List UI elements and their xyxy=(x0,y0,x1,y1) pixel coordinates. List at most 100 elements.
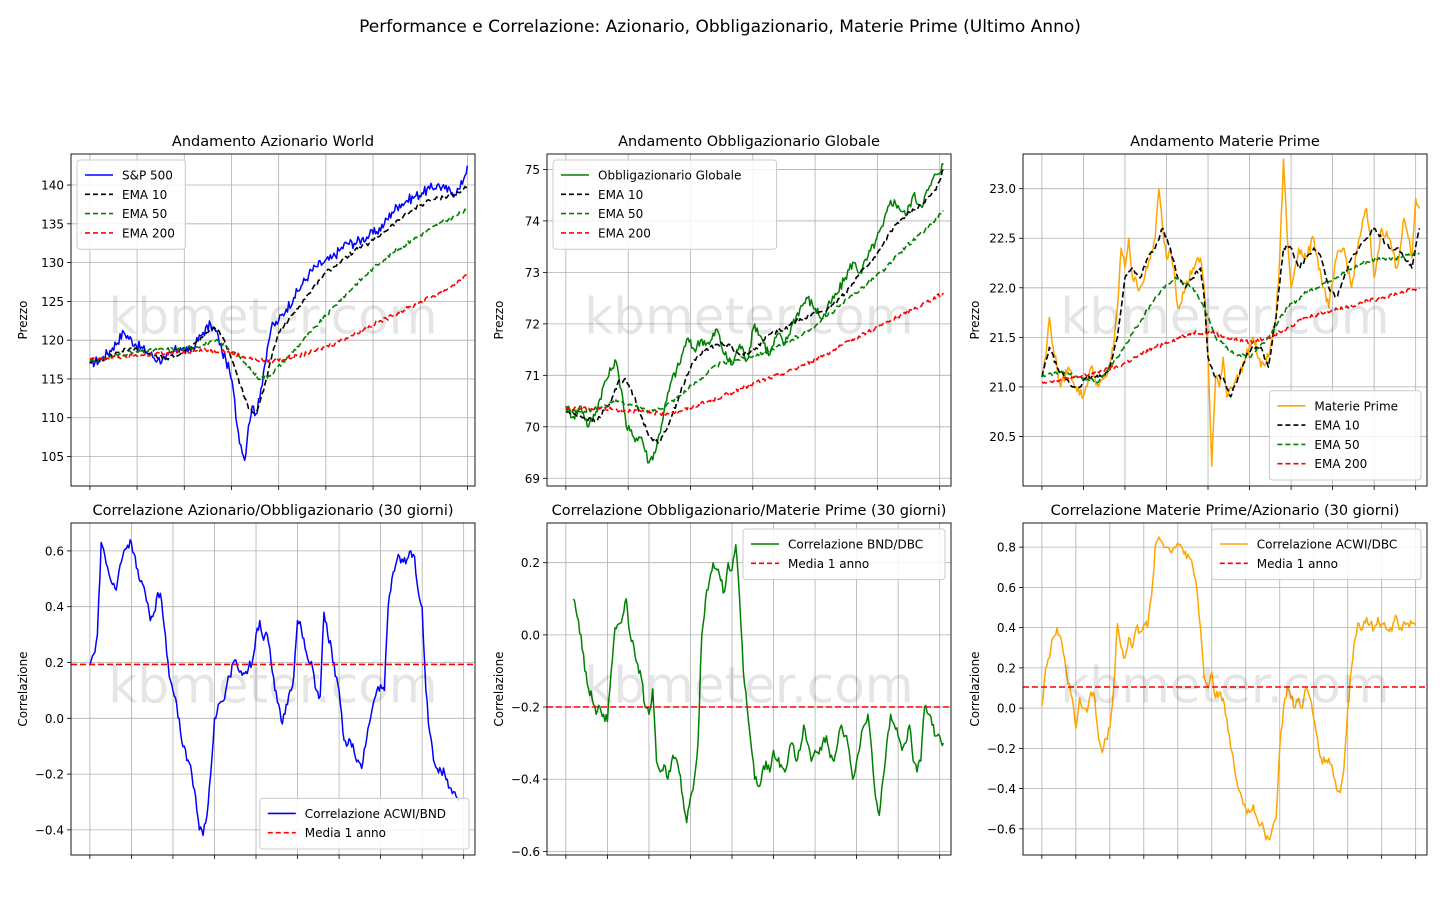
legend-label: Media 1 anno xyxy=(305,826,386,840)
y-tick-label: 23.0 xyxy=(989,182,1016,196)
legend-label: Materie Prime xyxy=(1314,399,1398,413)
legend: S&P 500 EMA 10 EMA 50 EMA 200 xyxy=(76,159,186,250)
y-tick-label: 130 xyxy=(41,256,64,270)
legend-label: EMA 200 xyxy=(598,226,651,240)
y-tick-label: 72 xyxy=(525,317,540,331)
series-line-3 xyxy=(89,208,468,381)
chart-title: Andamento Materie Prime xyxy=(1130,134,1320,150)
y-tick-label: 21.0 xyxy=(989,380,1016,394)
series-line-2 xyxy=(565,168,945,444)
y-tick-label: −0.6 xyxy=(511,845,540,859)
y-tick-label: 71 xyxy=(525,369,540,383)
legend: Correlazione ACWI/BND Media 1 anno xyxy=(259,797,470,850)
chart-panel-1: Andamento Azionario World 105 110 115 120 125… xyxy=(16,134,476,490)
figure-title: Performance e Correlazione: Azionario, O… xyxy=(359,17,1081,37)
series-line-4 xyxy=(1041,287,1420,384)
legend-label: Obbligazionario Globale xyxy=(598,169,741,183)
y-tick-label: 110 xyxy=(41,411,64,425)
y-tick-label: 0.6 xyxy=(997,581,1016,595)
chart-panel-5: Correlazione Obbligazionario/Materie Pri… xyxy=(492,503,952,859)
legend-label: Media 1 anno xyxy=(1257,557,1338,571)
y-axis-label: Prezzo xyxy=(492,300,506,339)
watermark-text: kbmeter.com xyxy=(1060,656,1389,714)
legend-box xyxy=(552,159,778,250)
series-group xyxy=(89,165,469,462)
y-tick-label: 0.4 xyxy=(45,600,64,614)
y-tick-label: 0.0 xyxy=(521,628,540,642)
y-axis-label: Prezzo xyxy=(16,300,30,339)
y-tick-label: 0.0 xyxy=(997,702,1016,716)
y-tick-label: 22.0 xyxy=(989,281,1016,295)
legend-box xyxy=(1268,390,1422,481)
series-line-3 xyxy=(1041,251,1420,384)
series-line-1 xyxy=(1041,536,1417,841)
y-tick-label: 0.4 xyxy=(997,621,1016,635)
watermark-text: kbmeter.com xyxy=(584,656,913,714)
y-tick-label: 115 xyxy=(41,372,64,386)
y-tick-label: 0.2 xyxy=(997,661,1016,675)
chart-title: Correlazione Obbligazionario/Materie Pri… xyxy=(552,503,947,519)
watermark-text: kbmeter.com xyxy=(584,287,913,345)
legend-label: EMA 50 xyxy=(1314,438,1359,452)
y-tick-label: 140 xyxy=(41,179,64,193)
y-tick-label: 70 xyxy=(525,420,540,434)
series-line-2 xyxy=(89,184,469,415)
y-axis-label: Prezzo xyxy=(968,300,982,339)
series-line-3 xyxy=(565,209,944,414)
y-axis-label: Correlazione xyxy=(16,651,30,726)
legend: Materie Prime EMA 10 EMA 50 EMA 200 xyxy=(1268,390,1422,481)
legend-box xyxy=(259,797,470,850)
y-tick-label: 0.2 xyxy=(45,656,64,670)
y-tick-label: 74 xyxy=(525,214,540,228)
plot-frame xyxy=(1022,153,1428,487)
series-line-1 xyxy=(89,538,461,837)
legend: Correlazione BND/DBC Media 1 anno xyxy=(742,528,946,581)
series-group xyxy=(1041,158,1421,467)
series-group xyxy=(547,543,951,824)
y-tick-label: −0.2 xyxy=(511,701,540,715)
y-tick-label: −0.4 xyxy=(35,823,64,837)
y-tick-label: 0.2 xyxy=(521,556,540,570)
legend-label: EMA 50 xyxy=(122,207,167,221)
chart-title: Andamento Azionario World xyxy=(172,134,374,150)
chart-title: Correlazione Azionario/Obbligazionario (… xyxy=(92,503,453,519)
legend-box xyxy=(1211,528,1422,581)
y-tick-label: 0.0 xyxy=(45,712,64,726)
series-line-1 xyxy=(565,163,944,464)
legend-label: Correlazione ACWI/DBC xyxy=(1257,538,1397,552)
y-tick-label: −0.2 xyxy=(987,742,1016,756)
legend-label: EMA 10 xyxy=(598,188,643,202)
chart-title: Correlazione Materie Prime/Azionario (30… xyxy=(1051,503,1400,519)
chart-panel-3: Andamento Materie Prime 20.5 21.0 21.5 22.0 2… xyxy=(968,134,1428,490)
legend-label: EMA 200 xyxy=(122,226,175,240)
y-tick-label: 75 xyxy=(525,163,540,177)
y-tick-label: −0.2 xyxy=(35,768,64,782)
plot-frame xyxy=(70,522,476,856)
chart-panel-2: Andamento Obbligazionario Globale 69 70 71 7… xyxy=(492,134,952,490)
y-axis-label: Correlazione xyxy=(492,651,506,726)
chart-panel-6: Correlazione Materie Prime/Azionario (30… xyxy=(968,503,1428,859)
legend-label: EMA 10 xyxy=(1314,419,1359,433)
series-group xyxy=(1023,536,1427,841)
y-tick-label: 20.5 xyxy=(989,430,1016,444)
y-tick-label: −0.4 xyxy=(511,773,540,787)
watermark-text: kbmeter.com xyxy=(108,656,437,714)
series-line-4 xyxy=(89,274,468,364)
y-tick-label: 69 xyxy=(525,472,540,486)
series-line-1 xyxy=(572,543,945,824)
legend-box xyxy=(742,528,946,581)
legend-label: Media 1 anno xyxy=(788,557,869,571)
y-tick-label: 120 xyxy=(41,334,64,348)
y-tick-label: 21.5 xyxy=(989,331,1016,345)
legend-label: EMA 10 xyxy=(122,188,167,202)
legend-label: Correlazione ACWI/BND xyxy=(305,807,446,821)
y-tick-label: −0.4 xyxy=(987,782,1016,796)
chart-panel-4: Correlazione Azionario/Obbligazionario (… xyxy=(16,503,476,859)
plot-frame xyxy=(546,522,952,856)
y-tick-label: 135 xyxy=(41,217,64,231)
series-line-1 xyxy=(89,165,469,462)
series-group xyxy=(565,163,945,464)
y-tick-label: 22.5 xyxy=(989,232,1016,246)
watermark-text: kbmeter.com xyxy=(1060,287,1389,345)
